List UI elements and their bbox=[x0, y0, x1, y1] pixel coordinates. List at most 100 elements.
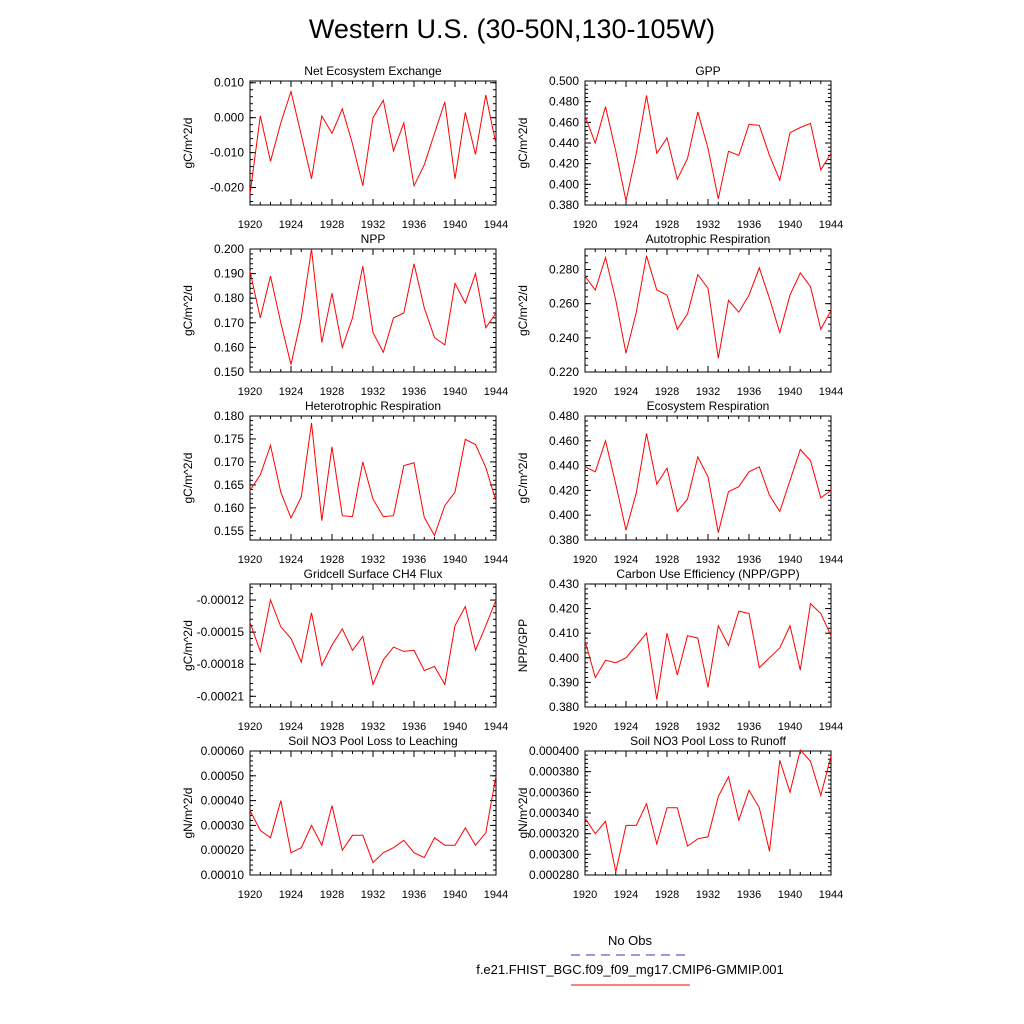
panel: Soil NO3 Pool Loss to Runoff gN/m^2/d 1920… bbox=[516, 734, 843, 901]
y-tick-label: 0.200 bbox=[214, 242, 244, 256]
series-line bbox=[584, 95, 832, 202]
y-axis-label: gN/m^2/d bbox=[181, 788, 195, 839]
series-line bbox=[249, 775, 497, 864]
x-tick-label: 1936 bbox=[402, 219, 426, 231]
panel-title: Carbon Use Efficiency (NPP/GPP) bbox=[616, 567, 799, 581]
x-tick-label: 1940 bbox=[778, 219, 802, 231]
x-tick-label: 1936 bbox=[737, 386, 761, 398]
x-tick-label: 1936 bbox=[402, 721, 426, 733]
y-tick-label: 0.440 bbox=[549, 136, 579, 150]
y-tick-label: 0.000340 bbox=[529, 806, 579, 820]
series-line bbox=[249, 89, 497, 195]
y-tick-label: 0.400 bbox=[549, 508, 579, 522]
y-tick-label: 0.280 bbox=[549, 263, 579, 277]
y-axis-label: gC/m^2/d bbox=[181, 285, 195, 336]
x-tick-label: 1932 bbox=[696, 386, 720, 398]
legend-model-label: f.e21.FHIST_BGC.f09_f09_mg17.CMIP6-GMMIP… bbox=[476, 962, 784, 977]
x-tick-label: 1936 bbox=[737, 554, 761, 566]
x-tick-label: 1944 bbox=[819, 721, 843, 733]
y-tick-label: 0.400 bbox=[549, 651, 579, 665]
x-tick-label: 1920 bbox=[573, 219, 597, 231]
x-tick-label: 1944 bbox=[819, 386, 843, 398]
y-axis-label: gC/m^2/d bbox=[516, 285, 530, 336]
plot-frame bbox=[249, 583, 497, 708]
y-tick-label: 0.010 bbox=[214, 76, 244, 90]
legend-obs-label: No Obs bbox=[608, 933, 653, 948]
y-tick-label: 0.380 bbox=[549, 700, 579, 714]
x-tick-label: 1928 bbox=[655, 889, 679, 901]
panel: Ecosystem Respiration gC/m^2/d 1920 1924 192… bbox=[516, 399, 843, 566]
y-tick-label: 0.160 bbox=[214, 340, 244, 354]
x-tick-label: 1940 bbox=[778, 386, 802, 398]
panel-title: Gridcell Surface CH4 Flux bbox=[304, 567, 443, 581]
x-tick-label: 1932 bbox=[696, 219, 720, 231]
panel: NPP gC/m^2/d 1920 1924 1928 1932 1936 1940 1944 0… bbox=[181, 232, 508, 398]
x-tick-label: 1940 bbox=[778, 889, 802, 901]
y-tick-label: 0.380 bbox=[549, 198, 579, 212]
y-tick-label: 0.420 bbox=[549, 483, 579, 497]
x-tick-label: 1920 bbox=[573, 721, 597, 733]
x-tick-label: 1936 bbox=[737, 889, 761, 901]
x-tick-label: 1932 bbox=[361, 386, 385, 398]
x-tick-label: 1940 bbox=[443, 721, 467, 733]
x-tick-label: 1936 bbox=[737, 721, 761, 733]
y-tick-label: 0.500 bbox=[549, 74, 579, 88]
y-tick-label: 0.00050 bbox=[201, 769, 245, 783]
x-tick-label: 1920 bbox=[238, 721, 262, 733]
y-tick-label: 0.240 bbox=[549, 331, 579, 345]
series-line bbox=[249, 422, 497, 537]
series-line bbox=[249, 598, 497, 687]
y-tick-label: 0.410 bbox=[549, 626, 579, 640]
x-tick-label: 1924 bbox=[614, 721, 638, 733]
x-tick-label: 1944 bbox=[484, 889, 508, 901]
y-tick-label: 0.180 bbox=[214, 291, 244, 305]
x-tick-label: 1940 bbox=[443, 219, 467, 231]
y-tick-label: 0.160 bbox=[214, 501, 244, 515]
x-tick-label: 1940 bbox=[778, 554, 802, 566]
panels: Net Ecosystem Exchange gC/m^2/d 1920 1924 19… bbox=[181, 64, 843, 901]
y-tick-label: -0.00015 bbox=[197, 625, 245, 639]
plot-frame bbox=[249, 415, 497, 541]
x-tick-label: 1940 bbox=[778, 721, 802, 733]
y-tick-label: 0.460 bbox=[549, 434, 579, 448]
x-tick-label: 1924 bbox=[614, 386, 638, 398]
y-tick-label: -0.00012 bbox=[197, 593, 245, 607]
x-tick-label: 1932 bbox=[696, 889, 720, 901]
x-tick-label: 1928 bbox=[655, 721, 679, 733]
x-tick-label: 1924 bbox=[279, 219, 303, 231]
y-tick-label: 0.000 bbox=[214, 111, 244, 125]
x-tick-label: 1924 bbox=[279, 386, 303, 398]
x-tick-label: 1920 bbox=[573, 386, 597, 398]
x-tick-label: 1924 bbox=[279, 889, 303, 901]
panel-title: Net Ecosystem Exchange bbox=[304, 64, 442, 78]
y-tick-label: 0.00060 bbox=[201, 744, 245, 758]
x-tick-label: 1920 bbox=[238, 219, 262, 231]
y-tick-label: 0.480 bbox=[549, 409, 579, 423]
y-tick-label: -0.020 bbox=[210, 181, 244, 195]
panel-title: NPP bbox=[361, 232, 386, 246]
y-tick-label: -0.010 bbox=[210, 146, 244, 160]
series-line bbox=[584, 255, 832, 359]
x-tick-label: 1944 bbox=[819, 889, 843, 901]
legend: No Obs f.e21.FHIST_BGC.f09_f09_mg17.CMIP… bbox=[476, 933, 784, 986]
y-axis-label: gC/m^2/d bbox=[181, 453, 195, 504]
plot-frame bbox=[584, 750, 832, 876]
y-tick-label: 0.440 bbox=[549, 459, 579, 473]
x-tick-label: 1924 bbox=[279, 554, 303, 566]
x-tick-label: 1944 bbox=[484, 721, 508, 733]
y-tick-label: 0.000320 bbox=[529, 827, 579, 841]
y-tick-label: 0.400 bbox=[549, 177, 579, 191]
panel: GPP gC/m^2/d 1920 1924 1928 1932 1936 1940 1944 0… bbox=[516, 64, 843, 231]
x-tick-label: 1940 bbox=[443, 386, 467, 398]
y-tick-label: 0.000400 bbox=[529, 744, 579, 758]
x-tick-label: 1936 bbox=[737, 219, 761, 231]
panel-title: Heterotrophic Respiration bbox=[305, 399, 441, 413]
x-tick-label: 1924 bbox=[614, 219, 638, 231]
x-tick-label: 1932 bbox=[361, 554, 385, 566]
x-tick-label: 1932 bbox=[361, 219, 385, 231]
x-tick-label: 1932 bbox=[696, 554, 720, 566]
panel: Heterotrophic Respiration gC/m^2/d 1920 192… bbox=[181, 399, 508, 566]
y-tick-label: 0.420 bbox=[549, 157, 579, 171]
panel-title: Ecosystem Respiration bbox=[647, 399, 770, 413]
plot-frame bbox=[249, 248, 497, 373]
